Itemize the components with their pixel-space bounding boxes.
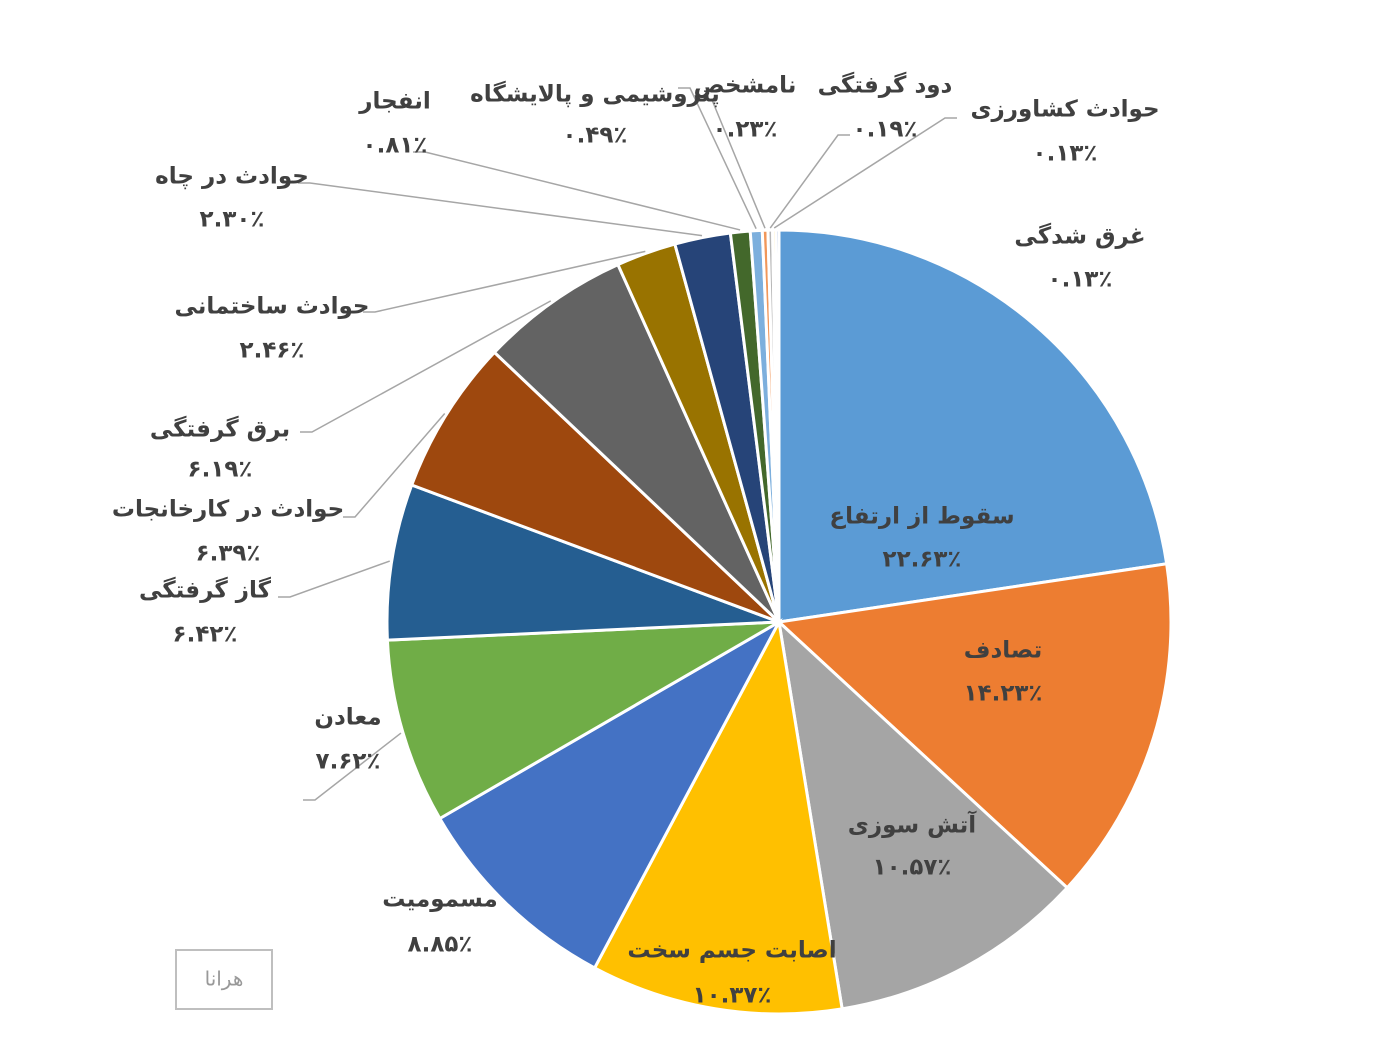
pie-slice [385, 620, 780, 821]
slice-value-label: ۰.۱۹٪ [853, 117, 918, 143]
slice-value-label: ۶.۱۹٪ [188, 457, 253, 483]
slice-value-label: ۰.۸۱٪ [363, 133, 428, 159]
slice-value-label: ۷.۶۲٪ [316, 749, 381, 775]
slice-label: حوادث در چاه [155, 164, 309, 190]
slice-label: دود گرفتگی [818, 72, 953, 99]
slice-value-label: ۲.۴۶٪ [240, 338, 305, 364]
leader-line [278, 560, 390, 598]
slice-label: نامشخص [694, 73, 797, 99]
leader-line [303, 732, 402, 801]
leader-line [773, 117, 957, 229]
slice-value-label: ۱۴.۲۳٪ [964, 681, 1043, 707]
pie-slice [492, 262, 781, 624]
leader-line [363, 250, 646, 313]
slice-label: غرق شدگی [1014, 223, 1145, 250]
slice-label: پتروشیمی و پالایشگاه [470, 81, 720, 108]
slice-value-label: ۰.۱۳٪ [1033, 141, 1098, 167]
pie-slice [777, 228, 1169, 624]
slice-value-label: ۰.۲۳٪ [713, 117, 778, 143]
leader-line [700, 99, 766, 229]
pie-slice [409, 350, 781, 624]
slice-label: معادن [314, 705, 381, 731]
slice-label: تصادف [964, 638, 1042, 664]
leader-line [343, 412, 446, 518]
pie-slice [774, 228, 781, 623]
slice-value-label: ۲۲.۶۳٪ [883, 547, 962, 573]
slice-value-label: ۸.۸۵٪ [408, 932, 473, 958]
slice-label: سقوط از ارتفاع [829, 504, 1014, 530]
slice-label: گاز گرفتگی [139, 577, 272, 604]
slice-value-label: ۰.۱۳٪ [1048, 267, 1113, 293]
leader-line [298, 182, 703, 237]
leader-line [769, 134, 850, 229]
slice-label: حوادث در کارخانجات [112, 497, 344, 523]
leader-line [413, 151, 741, 231]
slice-value-label: ۲.۳۰٪ [200, 207, 265, 233]
watermark-box [175, 949, 273, 1010]
slice-label: آتش سوزی [848, 810, 978, 839]
slice-label: انفجار [358, 89, 431, 115]
slice-label: مسمومیت [382, 887, 497, 913]
slice-value-label: ۶.۴۲٪ [173, 622, 238, 648]
slice-value-label: ۱۰.۳۷٪ [693, 983, 772, 1009]
watermark: هرانا [205, 967, 244, 991]
slice-label: برق گرفتگی [150, 416, 290, 443]
pie-slice [775, 562, 1173, 890]
slice-value-label: ۰.۴۹٪ [563, 123, 628, 149]
slice-label: حوادث کشاورزی [970, 97, 1159, 123]
pie-slice [776, 617, 1070, 1011]
slice-value-label: ۱۰.۵۷٪ [873, 855, 952, 881]
slice-label: حوادث ساختمانی [175, 294, 370, 320]
leader-line [300, 300, 552, 433]
leader-line [678, 87, 757, 229]
pie-slice [385, 483, 780, 642]
pie-slice [437, 618, 783, 970]
slice-label: اصابت جسم سخت [627, 938, 836, 964]
pie-slice [592, 617, 844, 1016]
slice-value-label: ۶.۳۹٪ [196, 541, 261, 567]
